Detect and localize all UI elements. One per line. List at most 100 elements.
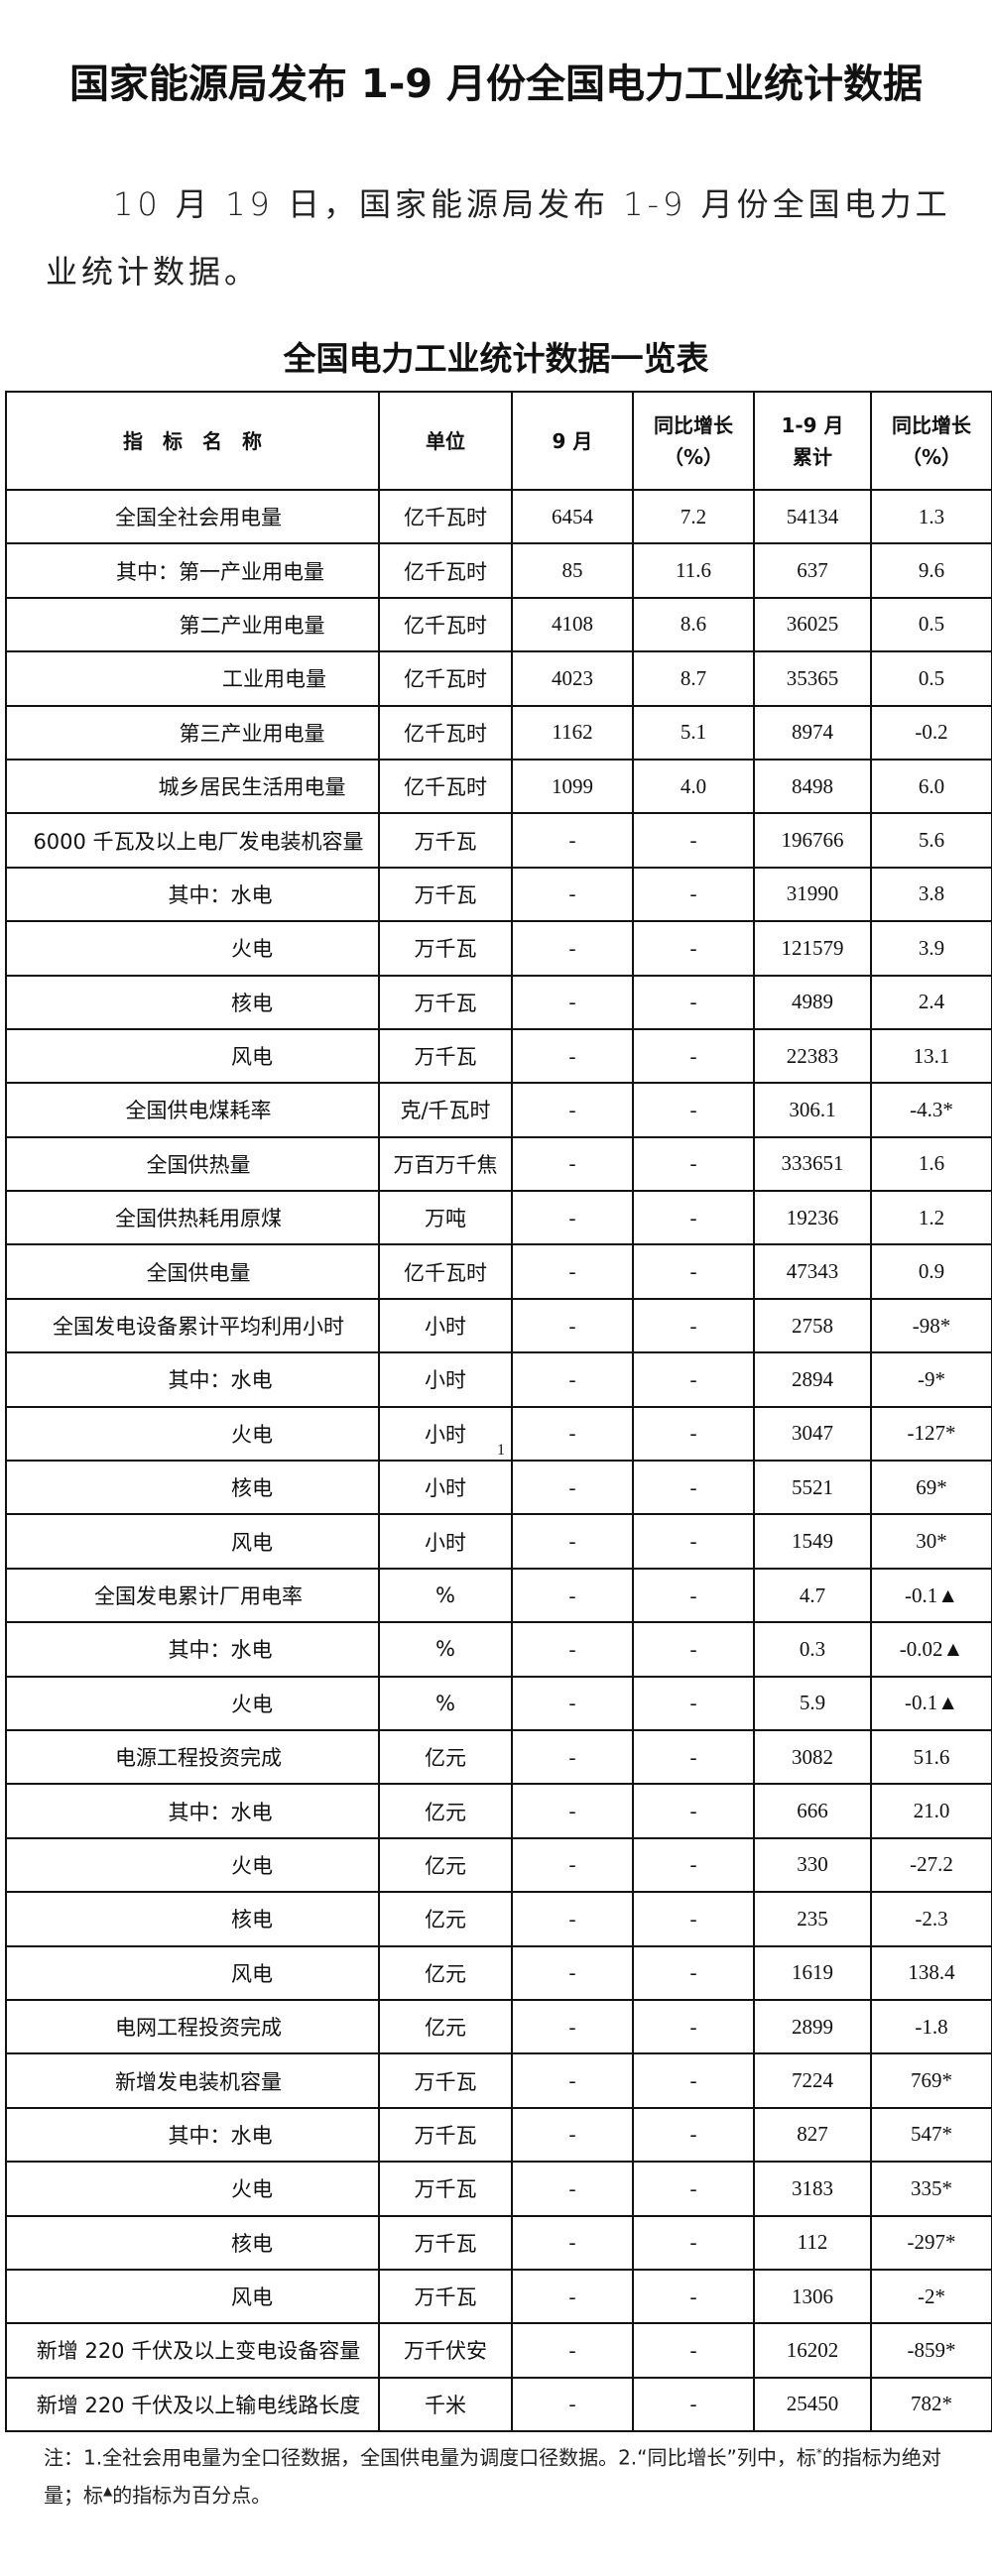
month-value-cell: - <box>511 1944 634 2001</box>
month-yoy-cell: - <box>632 1513 755 1570</box>
name-cell: 火电 <box>5 1675 380 1731</box>
name-cell: 新增 220 千伏及以上变电设备容量 <box>5 2322 380 2379</box>
month-value-cell-text: - <box>568 1960 576 1985</box>
cumulative-yoy-cell: -0.1▲ <box>870 1675 992 1731</box>
cumulative-value-cell: 0.3 <box>753 1621 872 1678</box>
cumulative-yoy-cell: 138.4 <box>870 1944 992 2001</box>
cumulative-yoy-cell-text: -1.8 <box>915 2014 948 2039</box>
cumulative-yoy-cell-text: 0.9 <box>918 1259 945 1284</box>
cumulative-value-cell-text: 827 <box>797 2122 828 2147</box>
cumulative-yoy-cell: -27.2 <box>870 1836 992 1894</box>
month-value-cell: - <box>511 1405 634 1463</box>
month-value-cell-text: 4108 <box>552 612 593 637</box>
unit-cell: 万千瓦 <box>378 2052 513 2109</box>
unit-cell-text: 万千瓦 <box>414 2231 477 2256</box>
cumulative-yoy-cell: 1.3 <box>870 488 992 545</box>
unit-cell: 亿元 <box>378 1728 513 1786</box>
table-row: 其中：水电% - - 0.3 -0.02▲ <box>5 1621 992 1678</box>
unit-cell: 小时 <box>378 1513 513 1570</box>
table-row: 新增 220 千伏及以上输电线路长度 千米 - - 25450 782* <box>5 2376 992 2433</box>
page-number-mark: 1 <box>497 1442 505 1460</box>
name-cell-text: 第三产业用电量 <box>179 721 325 746</box>
name-cell: 第三产业用电量 <box>5 704 380 761</box>
unit-cell: 亿千瓦时 <box>378 1243 513 1300</box>
unit-cell: 万千瓦 <box>378 2214 513 2271</box>
cumulative-yoy-cell: 0.5 <box>870 596 992 653</box>
name-cell: 全国供热耗用原煤 <box>5 1190 380 1246</box>
cumulative-value-cell-text: 637 <box>797 558 828 583</box>
month-yoy-cell: - <box>632 812 755 869</box>
month-value-cell: - <box>511 1351 634 1408</box>
cumulative-value-cell-text: 22383 <box>786 1043 839 1068</box>
cumulative-value-cell-text: 8974 <box>792 720 833 745</box>
table-row: 全国供电量 亿千瓦时 - - 47343 0.9 <box>5 1243 992 1300</box>
month-value-cell: 4108 <box>511 596 634 653</box>
table-row: 新增发电装机容量 万千瓦 - - 7224 769* <box>5 2052 992 2109</box>
month-yoy-cell-text: - <box>689 935 697 960</box>
unit-cell-text: 小时 <box>425 1530 466 1555</box>
cumulative-yoy-cell-text: -2.3 <box>915 1906 948 1931</box>
month-yoy-cell: 7.2 <box>632 488 755 545</box>
month-yoy-cell-text: - <box>689 2122 697 2147</box>
month-yoy-cell-text: - <box>689 1313 697 1338</box>
table-row: 火电 万千瓦 - - 3183 335* <box>5 2161 992 2217</box>
cumulative-value-cell-text: 306.1 <box>789 1097 836 1121</box>
table-row: 全国供热耗用原煤 万吨 - - 19236 1.2 <box>5 1190 992 1246</box>
unit-cell-text: 万吨 <box>425 1207 466 1231</box>
cumulative-yoy-cell-text: -0.1▲ <box>904 1582 959 1607</box>
cumulative-yoy-cell: -0.02▲ <box>870 1621 992 1678</box>
footnote: 注：1.全社会用电量为全口径数据，全国供电量为调度口径数据。2.“同比增长”列中… <box>44 2437 966 2512</box>
month-value-cell-text: - <box>568 1529 576 1554</box>
cumulative-yoy-cell-text: 30* <box>916 1529 947 1554</box>
cumulative-yoy-cell: 21.0 <box>870 1783 992 1839</box>
unit-cell-text: 亿元 <box>425 1961 466 1986</box>
unit-cell-text: 亿千瓦时 <box>404 506 487 530</box>
month-value-cell: - <box>511 1190 634 1246</box>
asterisk-mark: * <box>815 2446 822 2460</box>
name-cell-text: 其中：水电 <box>168 1638 273 1663</box>
name-cell-text: 风电 <box>231 1530 273 1555</box>
month-yoy-cell: - <box>632 1243 755 1300</box>
table-row: 风电 万千瓦 - - 22383 13.1 <box>5 1027 992 1085</box>
cumulative-yoy-cell: -2.3 <box>870 1891 992 1947</box>
cumulative-yoy-cell-text: -127* <box>907 1421 956 1446</box>
month-yoy-cell-text: - <box>689 1421 697 1446</box>
name-cell: 其中：水电 <box>5 1351 380 1408</box>
month-yoy-cell: - <box>632 2106 755 2164</box>
month-value-cell: - <box>511 1567 634 1624</box>
cumulative-yoy-cell-text: 138.4 <box>908 1960 955 1985</box>
month-yoy-cell-text: 11.6 <box>676 558 711 583</box>
month-yoy-cell: - <box>632 866 755 923</box>
month-yoy-cell: - <box>632 1998 755 2055</box>
unit-cell-text: 万千瓦 <box>414 1045 477 1070</box>
cumulative-yoy-cell-text: 69* <box>916 1474 947 1499</box>
table-row: 核电 万千瓦 - - 112 -297* <box>5 2214 992 2271</box>
unit-cell-text: 亿千瓦时 <box>404 613 487 638</box>
month-value-cell: - <box>511 1297 634 1354</box>
month-yoy-cell: - <box>632 1836 755 1894</box>
table-row: 全国发电累计厂用电率% - - 4.7 -0.1▲ <box>5 1567 992 1624</box>
table-row: 火电 亿元 - - 330 -27.2 <box>5 1836 992 1894</box>
name-cell: 新增发电装机容量 <box>5 2052 380 2109</box>
cumulative-yoy-cell: 1.2 <box>870 1190 992 1246</box>
month-yoy-cell: - <box>632 1460 755 1516</box>
header-cumulative: 1-9 月 累计 <box>753 391 872 491</box>
cumulative-yoy-cell: 9.6 <box>870 542 992 599</box>
cumulative-value-cell: 112 <box>753 2214 872 2271</box>
cumulative-yoy-cell: -127* <box>870 1405 992 1463</box>
cumulative-value-cell-text: 2894 <box>792 1366 833 1391</box>
month-yoy-cell-text: - <box>689 2175 697 2200</box>
month-value-cell: - <box>511 866 634 923</box>
month-value-cell: - <box>511 1836 634 1894</box>
month-value-cell-text: - <box>568 1205 576 1229</box>
unit-cell: 亿千瓦时 <box>378 704 513 761</box>
table-row: 全国供电煤耗率 克/千瓦时 - - 306.1 -4.3* <box>5 1082 992 1138</box>
table-row: 火电 小时 1 - - 3047 -127* <box>5 1405 992 1463</box>
cumulative-value-cell-text: 31990 <box>786 881 839 906</box>
month-value-cell: - <box>511 1675 634 1731</box>
cumulative-yoy-cell: 0.9 <box>870 1243 992 1300</box>
cumulative-yoy-cell: -859* <box>870 2322 992 2379</box>
table-row: 风电 万千瓦 - - 1306 -2* <box>5 2268 992 2325</box>
cumulative-yoy-cell-text: 335* <box>911 2175 952 2200</box>
name-cell-text: 其中：第一产业用电量 <box>116 559 324 584</box>
